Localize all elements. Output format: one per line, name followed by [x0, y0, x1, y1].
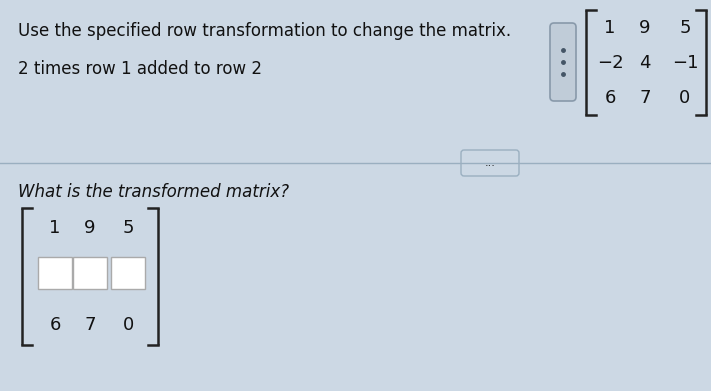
- Text: 0: 0: [122, 316, 134, 334]
- FancyBboxPatch shape: [550, 23, 576, 101]
- Text: 5: 5: [679, 19, 691, 37]
- Text: What is the transformed matrix?: What is the transformed matrix?: [18, 183, 289, 201]
- Text: 5: 5: [122, 219, 134, 237]
- Text: 6: 6: [604, 89, 616, 107]
- Text: −1: −1: [672, 54, 698, 72]
- Text: 9: 9: [639, 19, 651, 37]
- Text: 2 times row 1 added to row 2: 2 times row 1 added to row 2: [18, 60, 262, 78]
- Text: 7: 7: [84, 316, 96, 334]
- Text: ...: ...: [485, 158, 496, 168]
- Text: 0: 0: [680, 89, 690, 107]
- Bar: [73, 257, 107, 289]
- Text: 7: 7: [639, 89, 651, 107]
- Text: 1: 1: [49, 219, 60, 237]
- Text: 1: 1: [604, 19, 616, 37]
- Text: Use the specified row transformation to change the matrix.: Use the specified row transformation to …: [18, 22, 511, 40]
- Bar: [111, 257, 145, 289]
- Text: 6: 6: [49, 316, 60, 334]
- Bar: [38, 257, 72, 289]
- FancyBboxPatch shape: [461, 150, 519, 176]
- Text: 9: 9: [84, 219, 96, 237]
- Text: 4: 4: [639, 54, 651, 72]
- Text: −2: −2: [597, 54, 624, 72]
